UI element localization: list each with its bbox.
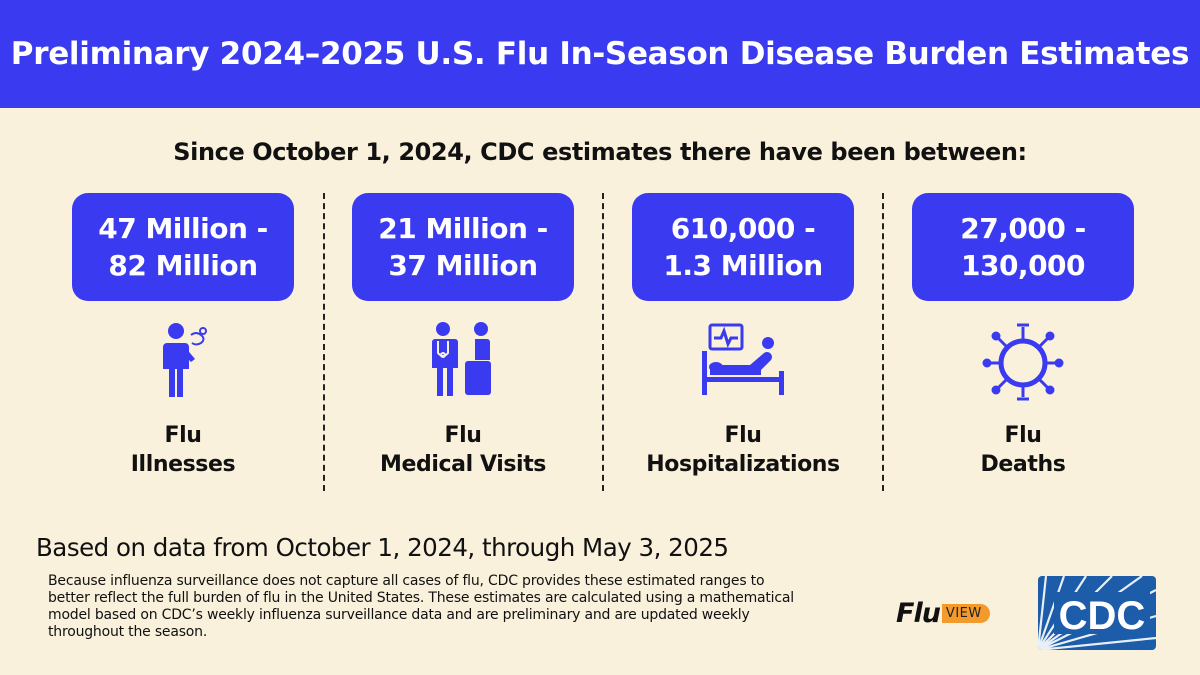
stat-column-deaths: 27,000 - 130,000 Flu Deaths <box>912 193 1134 479</box>
range-line-2: 82 Million <box>108 249 258 282</box>
column-divider <box>602 193 604 491</box>
stat-column-hospitalizations: 610,000 - 1.3 Million Flu Hospitalizatio… <box>632 193 854 479</box>
label-line-2: Medical Visits <box>379 452 547 477</box>
fluview-logo: Flu VIEW <box>896 598 990 629</box>
range-pill: 610,000 - 1.3 Million <box>632 193 854 301</box>
label-line-1: Flu <box>724 423 762 448</box>
label-line-2: Deaths <box>980 452 1066 477</box>
stat-column-illnesses: 47 Million - 82 Million Flu Illnesses <box>72 193 294 479</box>
cdc-logo-text: CDC <box>1059 594 1146 638</box>
range-line-2: 1.3 Million <box>663 249 823 282</box>
range-pill: 27,000 - 130,000 <box>912 193 1134 301</box>
label-line-1: Flu <box>444 423 482 448</box>
range-line-1: 610,000 - <box>670 212 816 245</box>
range-line-1: 47 Million - <box>98 212 268 245</box>
page-title: Preliminary 2024–2025 U.S. Flu In-Season… <box>10 36 1190 72</box>
range-pill: 21 Million - 37 Million <box>352 193 574 301</box>
label-line-1: Flu <box>1004 423 1042 448</box>
methodology-note: Because influenza surveillance does not … <box>48 573 794 640</box>
label-line-2: Hospitalizations <box>646 452 840 477</box>
column-divider <box>882 193 884 491</box>
label-line-2: Illnesses <box>130 452 236 477</box>
column-divider <box>323 193 325 491</box>
sick-person-icon <box>72 301 294 421</box>
header-banner: Preliminary 2024–2025 U.S. Flu In-Season… <box>0 0 1200 108</box>
doctor-patient-icon <box>352 301 574 421</box>
fluview-logo-flu: Flu <box>896 598 941 629</box>
fluview-logo-view: VIEW <box>941 604 990 623</box>
range-line-1: 27,000 - <box>960 212 1086 245</box>
stat-column-medical-visits: 21 Million - 37 Million Flu Medical Visi… <box>352 193 574 479</box>
virus-icon <box>912 301 1134 421</box>
range-line-2: 130,000 <box>960 249 1086 282</box>
hospital-bed-icon <box>632 301 854 421</box>
range-line-2: 37 Million <box>388 249 538 282</box>
range-pill: 47 Million - 82 Million <box>72 193 294 301</box>
label-line-1: Flu <box>164 423 202 448</box>
intro-text: Since October 1, 2024, CDC estimates the… <box>173 138 1027 166</box>
range-line-1: 21 Million - <box>378 212 548 245</box>
cdc-logo: CDC <box>1038 576 1156 650</box>
based-on-text: Based on data from October 1, 2024, thro… <box>36 533 729 562</box>
